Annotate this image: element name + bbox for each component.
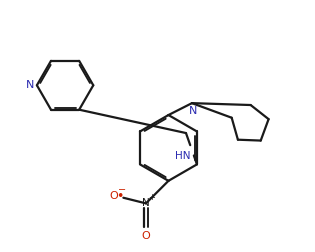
Text: N: N xyxy=(188,106,197,116)
Text: •: • xyxy=(116,190,123,203)
Text: O: O xyxy=(110,191,118,201)
Text: +: + xyxy=(148,193,155,202)
Text: O: O xyxy=(141,231,150,241)
Text: N: N xyxy=(142,198,150,208)
Text: HN: HN xyxy=(175,151,191,161)
Text: −: − xyxy=(118,185,126,195)
Text: N: N xyxy=(26,80,34,90)
